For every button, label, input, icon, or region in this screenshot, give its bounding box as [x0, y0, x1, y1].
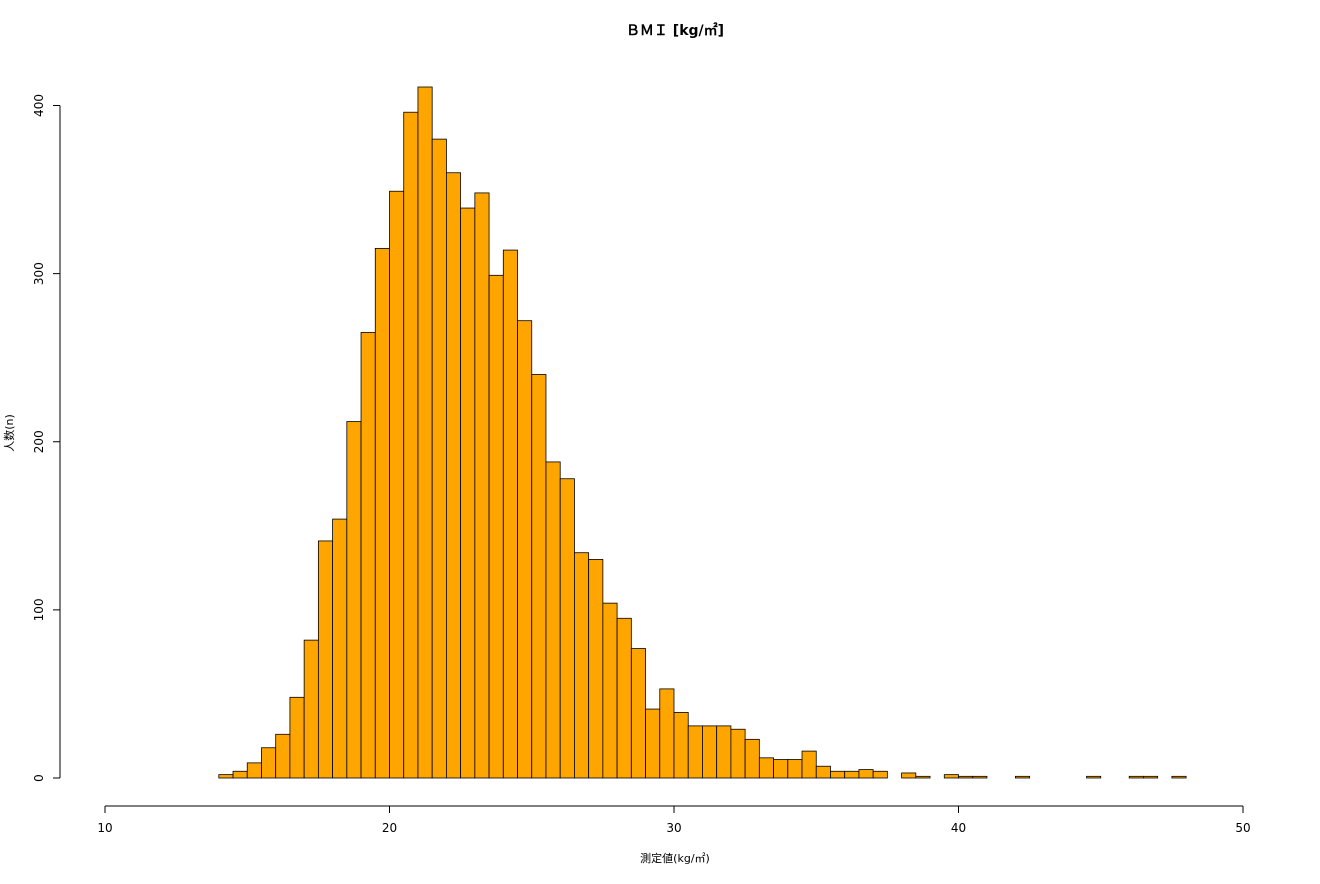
y-axis-label: 人数(n) — [3, 414, 16, 452]
bar — [531, 374, 547, 779]
bar — [1086, 775, 1102, 779]
bar — [218, 774, 234, 779]
bar — [972, 775, 988, 779]
bar — [588, 559, 604, 779]
bar — [332, 518, 348, 779]
bar — [460, 207, 476, 779]
bar — [687, 725, 703, 779]
bar — [559, 478, 575, 779]
bar — [574, 552, 590, 779]
y-tick-label: 200 — [32, 430, 46, 453]
bar — [830, 770, 846, 779]
bar — [630, 648, 646, 779]
bar — [403, 111, 419, 779]
y-tick-label: 100 — [32, 598, 46, 621]
bar — [317, 540, 334, 779]
bar — [716, 725, 732, 779]
x-tick-label: 30 — [666, 821, 681, 835]
bar — [1015, 775, 1031, 779]
bar — [673, 712, 689, 779]
bar — [702, 725, 718, 779]
bar — [758, 757, 774, 779]
bar — [502, 249, 518, 779]
x-axis-label: 測定値(kg/㎡) — [640, 851, 710, 865]
x-tick-label: 10 — [97, 821, 112, 835]
bar — [445, 172, 462, 779]
bar — [474, 192, 490, 779]
bar — [1143, 775, 1159, 779]
bar — [858, 769, 874, 779]
bar — [360, 332, 376, 779]
bar — [389, 190, 405, 779]
bar — [545, 461, 561, 779]
bar — [246, 762, 262, 779]
bar — [346, 421, 362, 779]
bar — [303, 639, 319, 779]
bar — [958, 775, 974, 779]
bar — [1171, 775, 1187, 779]
bar — [488, 274, 504, 779]
bar — [275, 733, 291, 779]
bar — [602, 602, 618, 779]
bar — [289, 696, 305, 779]
bar — [943, 774, 959, 779]
bar — [730, 728, 746, 779]
bar — [915, 775, 931, 779]
bar — [872, 770, 888, 779]
x-tick-label: 50 — [1235, 821, 1250, 835]
bar — [431, 138, 447, 779]
bar — [801, 750, 817, 779]
y-tick-label: 300 — [32, 262, 46, 285]
bar — [787, 759, 803, 779]
bar — [232, 770, 248, 779]
y-tick-label: 400 — [32, 94, 46, 117]
bar — [616, 617, 632, 779]
x-tick-label: 20 — [382, 821, 397, 835]
bar — [374, 248, 390, 779]
chart-title: ＢＭＩ [kg/㎡] — [626, 22, 724, 39]
bar — [744, 738, 760, 779]
bar — [815, 765, 831, 779]
bar — [659, 688, 675, 779]
bar — [645, 708, 661, 779]
bar — [1128, 775, 1144, 779]
bar — [517, 320, 533, 779]
bar — [844, 770, 860, 779]
x-tick-label: 40 — [951, 821, 966, 835]
bar — [417, 86, 433, 779]
bar — [901, 772, 917, 779]
bar — [261, 747, 277, 779]
y-tick-label: 0 — [32, 774, 46, 782]
bar — [773, 759, 789, 779]
